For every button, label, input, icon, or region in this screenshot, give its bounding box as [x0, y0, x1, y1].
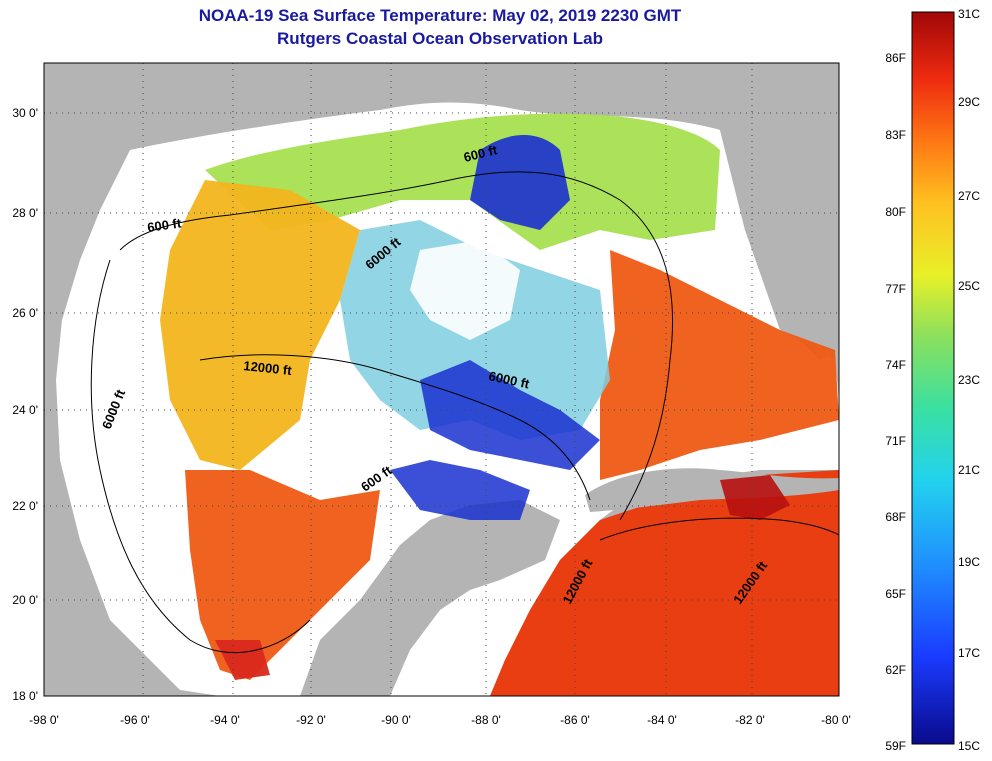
lon-tick-label: -84 0' [647, 713, 677, 727]
map-frame [43, 62, 840, 697]
lat-tick-label: 20 0' [12, 593, 38, 607]
lon-tick-label: -82 0' [735, 713, 765, 727]
colorbar-c-label: 23C [958, 373, 980, 387]
sst-deep-blue-patch-3 [390, 460, 530, 520]
colorbar-f-label: 71F [885, 434, 906, 448]
contour-label: 12000 ft [243, 358, 293, 378]
colorbar-f-label: 83F [885, 128, 906, 142]
colorbar [911, 11, 955, 745]
lon-tick-label: -92 0' [296, 713, 326, 727]
colorbar-c-label: 19C [958, 555, 980, 569]
longitude-axis: -98 0' -96 0' -94 0' -92 0' -90 0' -88 0… [29, 713, 851, 727]
colorbar-fahrenheit-labels: 86F 83F 80F 77F 74F 71F 68F 65F 62F 59F [885, 51, 906, 753]
cuba-land [585, 468, 839, 512]
colorbar-c-label: 25C [958, 279, 980, 293]
sst-western-warm [160, 180, 360, 470]
graticule [44, 63, 839, 696]
colorbar-celsius-labels: 31C 29C 27C 25C 23C 21C 19C 17C 15C [958, 7, 980, 753]
contour-12000ft-line [199, 354, 591, 501]
colorbar-f-label: 74F [885, 358, 906, 372]
colorbar-f-label: 77F [885, 282, 906, 296]
contour-cuba-line [599, 517, 839, 541]
colorbar-f-label: 68F [885, 510, 906, 524]
lon-tick-label: -86 0' [560, 713, 590, 727]
lon-tick-label: -94 0' [210, 713, 240, 727]
lat-tick-label: 30 0' [12, 106, 38, 120]
lat-tick-label: 22 0' [12, 499, 38, 513]
map-title: NOAA-19 Sea Surface Temperature: May 02,… [198, 6, 682, 25]
lat-tick-label: 18 0' [12, 689, 38, 703]
colorbar-c-label: 31C [958, 7, 980, 21]
colorbar-c-label: 17C [958, 646, 980, 660]
map-subtitle: Rutgers Coastal Ocean Observation Lab [277, 29, 603, 48]
colorbar-f-label: 65F [885, 587, 906, 601]
lon-tick-label: -98 0' [29, 713, 59, 727]
latitude-axis: 30 0' 28 0' 26 0' 24 0' 22 0' 20 0' 18 0… [12, 106, 38, 703]
colorbar-c-label: 27C [958, 189, 980, 203]
florida-land [720, 110, 839, 360]
sst-cuba-hot [720, 475, 790, 520]
sst-southwest-hot [185, 470, 380, 680]
colorbar-f-label: 86F [885, 51, 906, 65]
lon-tick-label: -90 0' [381, 713, 411, 727]
contour-label: 600 ft [146, 215, 182, 235]
colorbar-f-label: 80F [885, 205, 906, 219]
yucatan-land [300, 500, 560, 696]
lat-tick-label: 28 0' [12, 206, 38, 220]
colorbar-c-label: 15C [958, 739, 980, 753]
contour-6000ft-line [90, 259, 311, 654]
colorbar-c-label: 21C [958, 463, 980, 477]
sst-cloud-patch [410, 240, 520, 340]
colorbar-f-label: 59F [885, 739, 906, 753]
colorbar-c-label: 29C [958, 95, 980, 109]
lat-tick-label: 26 0' [12, 306, 38, 320]
contour-600ft-line [119, 171, 673, 521]
lon-tick-label: -80 0' [821, 713, 851, 727]
colorbar-f-label: 62F [885, 663, 906, 677]
lon-tick-label: -96 0' [120, 713, 150, 727]
lat-tick-label: 24 0' [12, 403, 38, 417]
sst-deep-blue-patch-1 [470, 135, 570, 230]
lon-tick-label: -88 0' [471, 713, 501, 727]
